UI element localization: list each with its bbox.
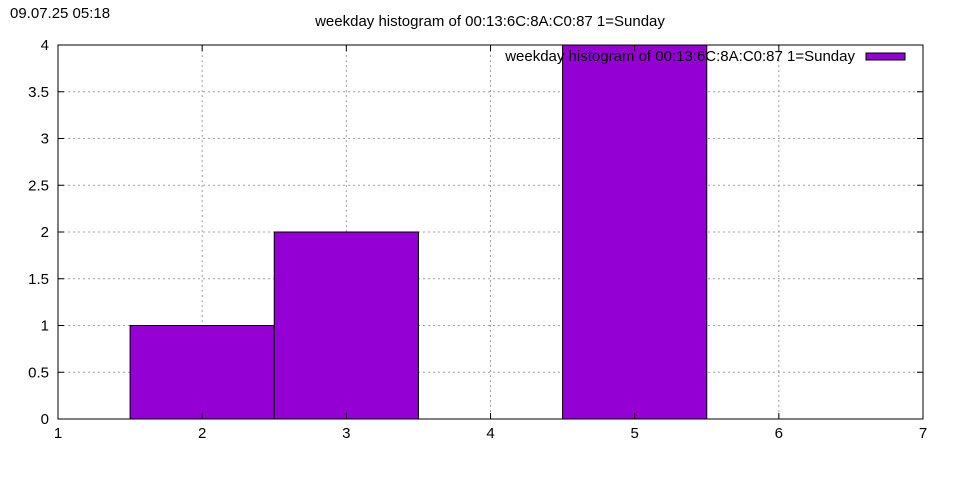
- x-tick-label: 4: [486, 425, 494, 442]
- chart-title: weekday histogram of 00:13:6C:8A:C0:87 1…: [314, 13, 665, 30]
- histogram-bar: [129, 325, 275, 420]
- legend-swatch: [865, 52, 906, 61]
- y-tick-label: 1.5: [28, 271, 49, 288]
- y-tick-label: 4: [41, 37, 49, 54]
- histogram-bar: [273, 231, 419, 420]
- x-tick-label: 3: [342, 425, 350, 442]
- x-tick-label: 2: [198, 425, 206, 442]
- y-tick-label: 0.5: [28, 364, 49, 381]
- legend-label: weekday histogram of 00:13:6C:8A:C0:87 1…: [504, 48, 855, 65]
- y-tick-label: 2.5: [28, 177, 49, 194]
- timestamp-label: 09.07.25 05:18: [10, 5, 110, 22]
- plot-frame: [57, 44, 924, 420]
- x-tick-label: 5: [630, 425, 638, 442]
- x-tick-label: 1: [54, 425, 62, 442]
- x-tick-label: 7: [919, 425, 927, 442]
- y-tick-label: 3: [41, 131, 49, 148]
- y-tick-label: 0: [41, 411, 49, 428]
- y-tick-label: 1: [41, 318, 49, 335]
- x-tick-label: 6: [775, 425, 783, 442]
- bars: [129, 44, 708, 420]
- legend: weekday histogram of 00:13:6C:8A:C0:87 1…: [504, 48, 906, 65]
- y-tick-label: 2: [41, 224, 49, 241]
- y-tick-label: 3.5: [28, 84, 49, 101]
- histogram-bar: [562, 44, 708, 420]
